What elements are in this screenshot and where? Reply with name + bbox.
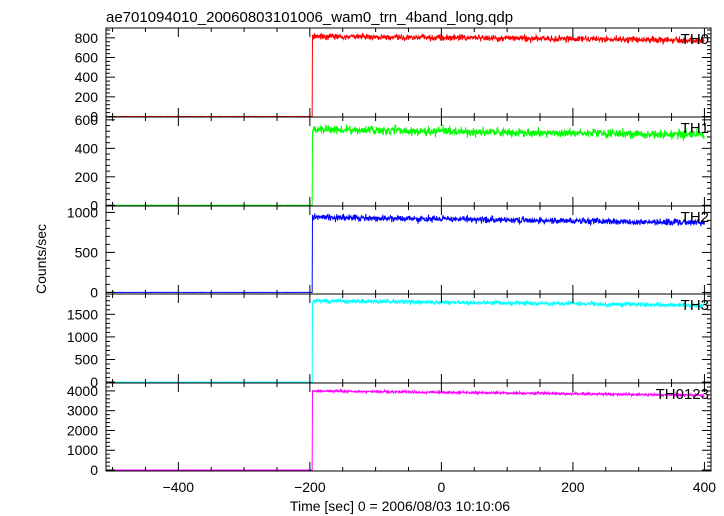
y-tick-label: 0 <box>90 284 98 300</box>
y-tick-label: 500 <box>75 244 99 260</box>
panel-th0123: 0 1000 2000 3000 4000 TH0123 <box>67 382 712 478</box>
series-line-th3 <box>105 297 705 383</box>
x-tick-label: −400 <box>163 479 195 495</box>
chart-title: ae701094010_20060803101006_wam0_trn_4ban… <box>106 9 513 26</box>
series-line-th2 <box>105 212 705 294</box>
y-tick-label: 800 <box>75 30 99 46</box>
x-tick-label: 0 <box>437 479 445 495</box>
series-label: TH0123 <box>656 386 709 403</box>
panel-th1: 0 200 400 600 TH1 <box>75 112 712 213</box>
series-label: TH2 <box>681 209 709 226</box>
y-tick-label: 400 <box>75 140 99 156</box>
y-tick-label: 600 <box>75 50 99 66</box>
y-tick-label: 2000 <box>67 422 98 438</box>
panel-th2: 0 500 1000 TH2 <box>67 204 712 300</box>
y-axis-label: Counts/sec <box>33 224 49 294</box>
y-tick-label: 200 <box>75 169 99 185</box>
x-tick-label: 400 <box>693 479 717 495</box>
panel-frame <box>105 27 712 118</box>
y-tick-label: 400 <box>75 69 99 85</box>
y-tick-label: 200 <box>75 89 99 105</box>
panel-frame <box>105 205 712 295</box>
y-tick-label: 3000 <box>67 403 98 419</box>
series-label: TH3 <box>681 297 709 314</box>
y-tick-label: 600 <box>75 112 99 128</box>
x-tick-label: 200 <box>561 479 585 495</box>
panel-th3: 0 500 1000 1500 TH3 <box>67 293 712 390</box>
x-axis-label: Time [sec] 0 = 2006/08/03 10:10:06 <box>290 498 510 514</box>
series-line-th1 <box>105 124 705 207</box>
y-tick-label: 1000 <box>67 442 98 458</box>
y-tick-label: 0 <box>90 197 98 213</box>
series-line-th0 <box>105 32 705 118</box>
y-tick-label: 1000 <box>67 204 98 220</box>
y-tick-label: 1000 <box>67 329 98 345</box>
series-line-th0123 <box>106 388 705 471</box>
y-tick-label: 500 <box>75 352 99 368</box>
panel-th0: 0 200 400 600 800 TH0 <box>75 27 712 125</box>
y-tick-label: 0 <box>90 374 98 390</box>
y-tick-label: 0 <box>90 462 98 478</box>
panel-frame <box>105 382 712 472</box>
x-tick-label: −200 <box>294 479 326 495</box>
y-tick-label: 0 <box>90 109 98 125</box>
panel-frame <box>105 293 712 384</box>
panels: 0 200 400 600 800 TH0 0 200 400 600 TH1 0 500 1000 TH2… <box>67 27 717 495</box>
y-tick-label: 1500 <box>67 306 98 322</box>
series-label: TH1 <box>681 120 709 137</box>
y-tick-label: 4000 <box>67 383 98 399</box>
series-label: TH0 <box>681 31 709 48</box>
